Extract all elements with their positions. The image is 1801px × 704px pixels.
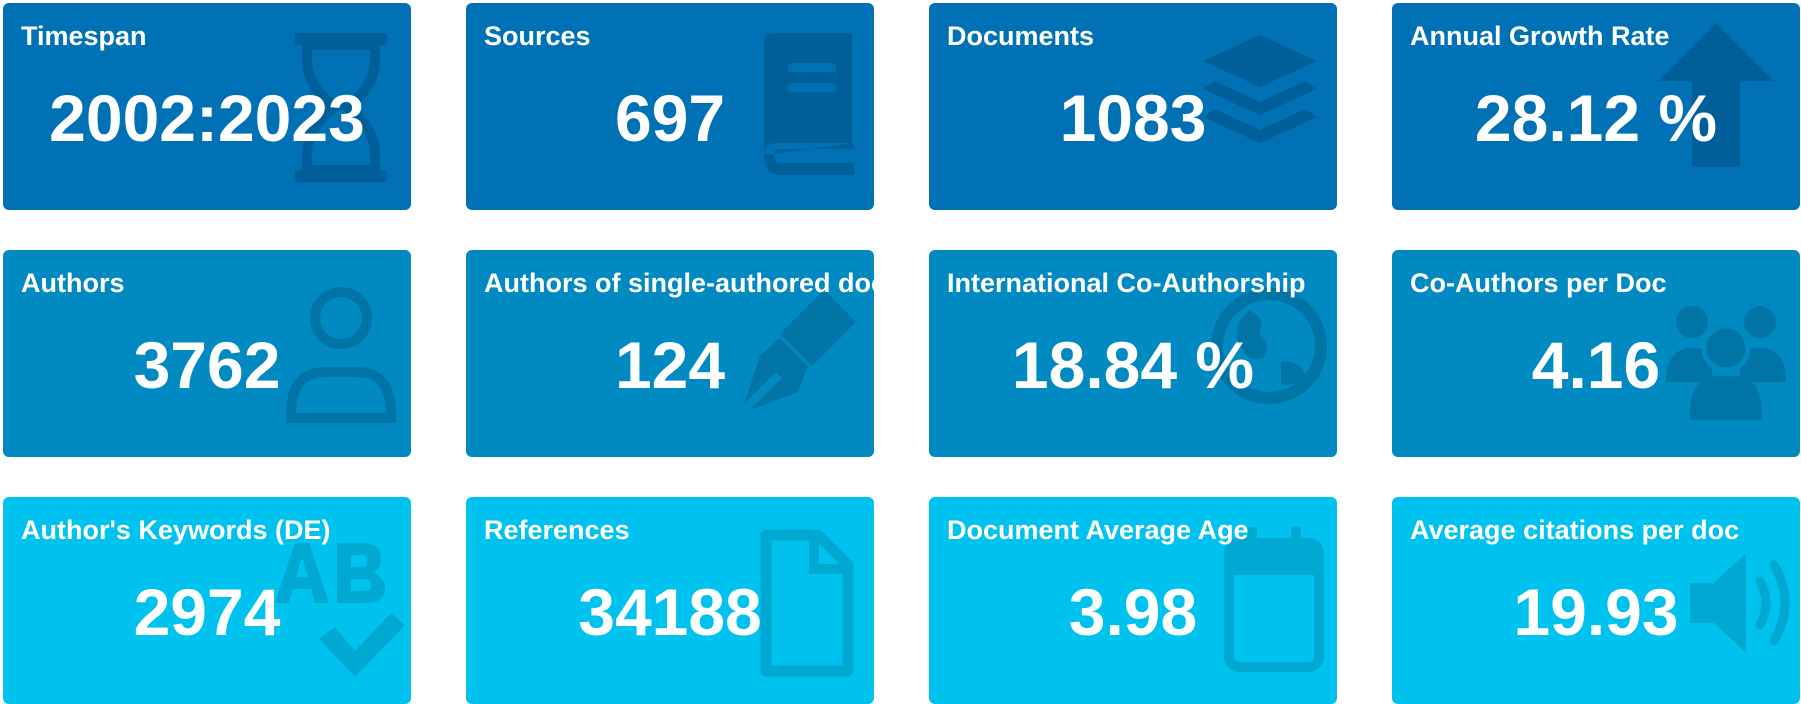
info-box-title: Authors of single-authored docs bbox=[484, 268, 874, 298]
info-box-authors-single-authored: Authors of single-authored docs 124 bbox=[466, 250, 874, 457]
info-box-average-citations-per-doc: Average citations per doc 19.93 bbox=[1392, 497, 1800, 704]
info-box-title: Annual Growth Rate bbox=[1410, 21, 1670, 51]
arrow-up-icon bbox=[1656, 17, 1776, 182]
info-box-value: 1083 bbox=[1059, 81, 1207, 155]
info-box-title: Average citations per doc bbox=[1410, 515, 1740, 545]
info-box-annual-growth-rate: Annual Growth Rate 28.12 % bbox=[1392, 3, 1800, 210]
info-box-title: Author's Keywords (DE) bbox=[21, 515, 331, 545]
hourglass-icon bbox=[281, 25, 401, 190]
globe-icon bbox=[1209, 266, 1329, 431]
info-box-value: 697 bbox=[614, 81, 726, 155]
info-box-title: Document Average Age bbox=[947, 515, 1249, 545]
info-box-documents: Documents 1083 bbox=[929, 3, 1337, 210]
info-box-title: Documents bbox=[947, 21, 1095, 51]
layers-icon bbox=[1195, 17, 1325, 182]
info-box-value: 34188 bbox=[578, 575, 762, 649]
info-box-title: Authors bbox=[21, 268, 125, 298]
info-box-value: 2002:2023 bbox=[49, 81, 365, 155]
info-box-title: Co-Authors per Doc bbox=[1410, 268, 1667, 298]
info-box-references: References 34188 bbox=[466, 497, 874, 704]
info-box-title: References bbox=[484, 515, 630, 545]
info-box-value: 28.12 % bbox=[1474, 81, 1718, 155]
book-icon bbox=[744, 25, 864, 190]
info-box-title: International Co-Authorship bbox=[947, 268, 1306, 298]
info-box-value: 3.98 bbox=[1068, 575, 1198, 649]
info-box-value: 18.84 % bbox=[1011, 328, 1255, 402]
info-box-title: Timespan bbox=[21, 21, 147, 51]
info-box-value: 19.93 bbox=[1513, 575, 1679, 649]
info-box-value: 3762 bbox=[133, 328, 281, 402]
info-box-co-authors-per-doc: Co-Authors per Doc 4.16 bbox=[1392, 250, 1800, 457]
info-box-value: 4.16 bbox=[1531, 328, 1661, 402]
info-box-authors: Authors 3762 bbox=[3, 250, 411, 457]
users-icon bbox=[1656, 276, 1796, 441]
info-box-document-average-age: Document Average Age 3.98 bbox=[929, 497, 1337, 704]
user-icon bbox=[281, 276, 401, 441]
calendar-icon bbox=[1219, 521, 1329, 686]
info-box-value: 124 bbox=[614, 328, 726, 402]
pen-nib-icon bbox=[736, 280, 866, 445]
info-box-title: Sources bbox=[484, 21, 591, 51]
info-box-international-co-authorship: International Co-Authorship 18.84 % bbox=[929, 250, 1337, 457]
info-box-timespan: Timespan 2002:2023 bbox=[3, 3, 411, 210]
file-icon bbox=[752, 523, 862, 688]
info-box-grid: Timespan 2002:2023 Sources 697 Documents… bbox=[3, 3, 1800, 704]
info-box-authors-keywords: Author's Keywords (DE) 2974 bbox=[3, 497, 411, 704]
info-box-value: 2974 bbox=[133, 575, 281, 649]
info-box-sources: Sources 697 bbox=[466, 3, 874, 210]
spell-check-icon bbox=[265, 527, 405, 692]
volume-icon bbox=[1680, 525, 1800, 690]
